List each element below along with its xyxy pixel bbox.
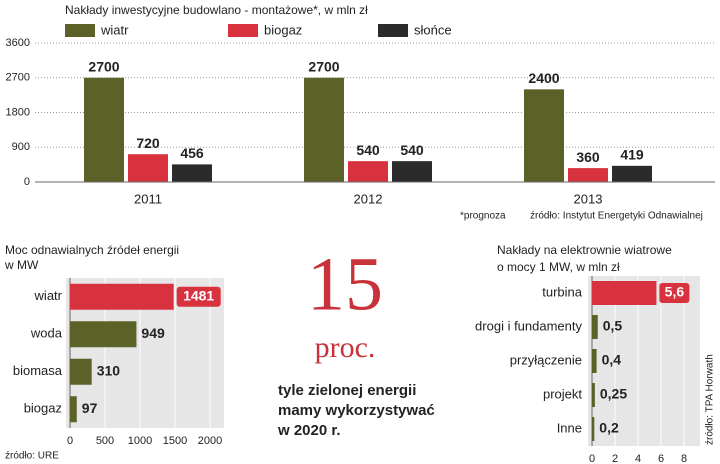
value-label-box — [176, 286, 221, 307]
y-tick-label: biogaz — [24, 401, 62, 416]
bar — [568, 168, 608, 182]
value-label: 1481 — [183, 287, 214, 303]
y-tick-label: 0 — [24, 176, 30, 188]
x-tick-label: 2011 — [134, 191, 162, 206]
x-tick-label: 2012 — [354, 191, 383, 206]
bar — [128, 154, 168, 182]
x-tick-label: 1000 — [128, 435, 152, 447]
callout-number: 15 — [307, 242, 383, 326]
x-tick-label: 6 — [658, 453, 664, 464]
value-label: 310 — [97, 362, 121, 378]
value-label: 5,6 — [665, 284, 685, 300]
x-tick-label: 2000 — [198, 435, 222, 447]
value-label: 360 — [576, 149, 600, 165]
x-tick-label: 2 — [612, 453, 618, 464]
y-tick-label: wiatr — [34, 288, 63, 303]
y-tick-label: 900 — [12, 141, 30, 153]
value-label-box — [659, 283, 690, 303]
value-label: 2700 — [88, 58, 119, 74]
bar — [84, 77, 124, 182]
bar — [612, 165, 652, 182]
value-label: 949 — [141, 325, 165, 341]
callout-text: w 2020 r. — [277, 422, 341, 439]
x-tick-label: 500 — [96, 435, 114, 447]
bar — [592, 349, 597, 373]
y-tick-label: turbina — [542, 284, 583, 299]
chart-title: o mocy 1 MW, w mln zł — [497, 260, 620, 274]
value-label: 419 — [620, 147, 644, 163]
legend-swatch — [228, 24, 258, 37]
legend-label: biogaz — [264, 22, 302, 37]
bar — [392, 161, 432, 182]
bar — [592, 383, 595, 407]
value-label: 0,25 — [600, 386, 627, 402]
value-label: 97 — [82, 400, 98, 416]
legend-label: słońce — [414, 22, 452, 37]
bar — [70, 283, 174, 310]
bar — [70, 396, 77, 423]
legend-swatch — [378, 24, 408, 37]
bar — [592, 417, 595, 441]
bar — [70, 321, 137, 348]
source: źródło: TPA Horwath — [705, 354, 716, 445]
x-tick-label: 0 — [589, 453, 595, 464]
y-tick-label: projekt — [543, 386, 582, 401]
callout-text: mamy wykorzystywać — [278, 402, 435, 419]
legend-swatch — [65, 24, 95, 37]
y-tick-label: 1800 — [6, 106, 30, 118]
source: źródło: Instytut Energetyki Odnawialnej — [530, 211, 703, 222]
callout-unit: proc. — [315, 331, 376, 364]
bar — [524, 89, 564, 182]
value-label: 540 — [356, 142, 380, 158]
chart-title: Nakłady na elektrownie wiatrowe — [497, 243, 672, 257]
x-tick-label: 1500 — [163, 435, 187, 447]
y-tick-label: drogi i fundamenty — [475, 318, 582, 333]
source: źródło: URE — [5, 451, 59, 462]
bar — [304, 77, 344, 182]
value-label: 0,4 — [602, 352, 622, 368]
value-label: 456 — [180, 145, 204, 161]
value-label: 540 — [400, 142, 424, 158]
bar — [172, 164, 212, 182]
value-label: 0,2 — [599, 420, 619, 436]
x-tick-label: 2013 — [574, 191, 603, 206]
x-tick-label: 0 — [67, 435, 73, 447]
bar — [592, 281, 657, 305]
value-label: 0,5 — [603, 318, 623, 334]
y-tick-label: biomasa — [13, 363, 63, 378]
y-tick-label: Inne — [557, 420, 582, 435]
value-label: 2700 — [308, 58, 339, 74]
value-label: 720 — [136, 135, 160, 151]
bar — [348, 161, 388, 182]
y-tick-label: 2700 — [6, 72, 30, 84]
bar — [70, 358, 92, 385]
bar — [592, 315, 598, 339]
x-tick-label: 4 — [635, 453, 641, 464]
note: *prognoza — [460, 211, 506, 222]
y-tick-label: przyłączenie — [510, 352, 582, 367]
callout-text: tyle zielonej energii — [278, 382, 416, 399]
legend-label: wiatr — [100, 22, 129, 37]
chart-title: Moc odnawialnych źródeł energii — [5, 243, 179, 257]
value-label: 2400 — [528, 70, 559, 86]
y-tick-label: woda — [30, 326, 63, 341]
y-tick-label: 3600 — [6, 37, 30, 49]
chart-title: Nakłady inwestycyjne budowlano - montażo… — [65, 3, 368, 17]
chart-title: w MW — [4, 258, 39, 272]
x-tick-label: 8 — [681, 453, 687, 464]
